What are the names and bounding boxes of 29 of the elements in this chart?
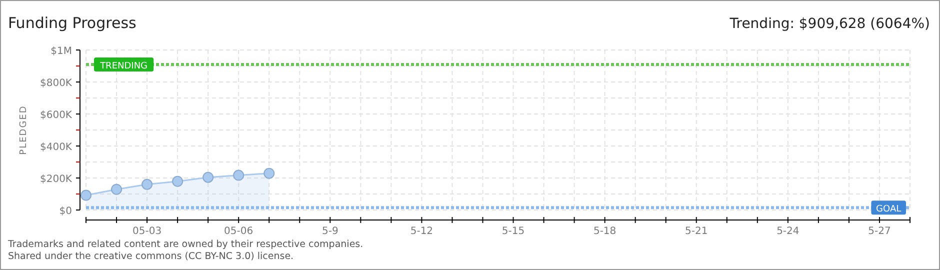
ref-line-label: TRENDING: [99, 61, 148, 72]
y-tick-label: $800K: [40, 78, 72, 89]
y-axis-title: PLEDGED: [19, 105, 29, 155]
x-tick-label: 5-21: [685, 226, 708, 237]
y-tick-label: $1M: [50, 46, 72, 57]
point: [111, 184, 122, 195]
x-tick-label: 5-15: [502, 226, 525, 237]
point: [202, 172, 214, 183]
y-tick-label: $0: [59, 206, 72, 217]
x-tick-label: 5-27: [868, 226, 891, 237]
x-tick-label: 05-03: [132, 226, 162, 237]
point: [264, 168, 275, 179]
chart-title: Funding Progress: [8, 14, 137, 32]
point: [80, 190, 92, 201]
ref-line-label: GOAL: [876, 204, 902, 215]
y-tick-label: $400K: [40, 142, 72, 153]
point: [142, 178, 153, 190]
y-tick-label: $200K: [40, 174, 72, 185]
point: [233, 170, 244, 181]
x-tick-label: 5-12: [410, 226, 434, 237]
text: Trademarks and related content are owned by their respective companies.: [7, 239, 364, 250]
x-tick-label: 5-9: [322, 226, 338, 237]
y-tick-label: $600K: [40, 110, 72, 121]
x-tick-label: 5-18: [593, 226, 616, 237]
point: [172, 176, 184, 187]
chart-subtitle: Trending: $909,628 (6064%): [728, 16, 930, 32]
x-tick-label: 05-06: [224, 226, 254, 237]
text: Shared under the creative commons (CC BY-NC 3.0) license.: [8, 251, 294, 262]
x-tick-label: 5-24: [776, 226, 800, 237]
